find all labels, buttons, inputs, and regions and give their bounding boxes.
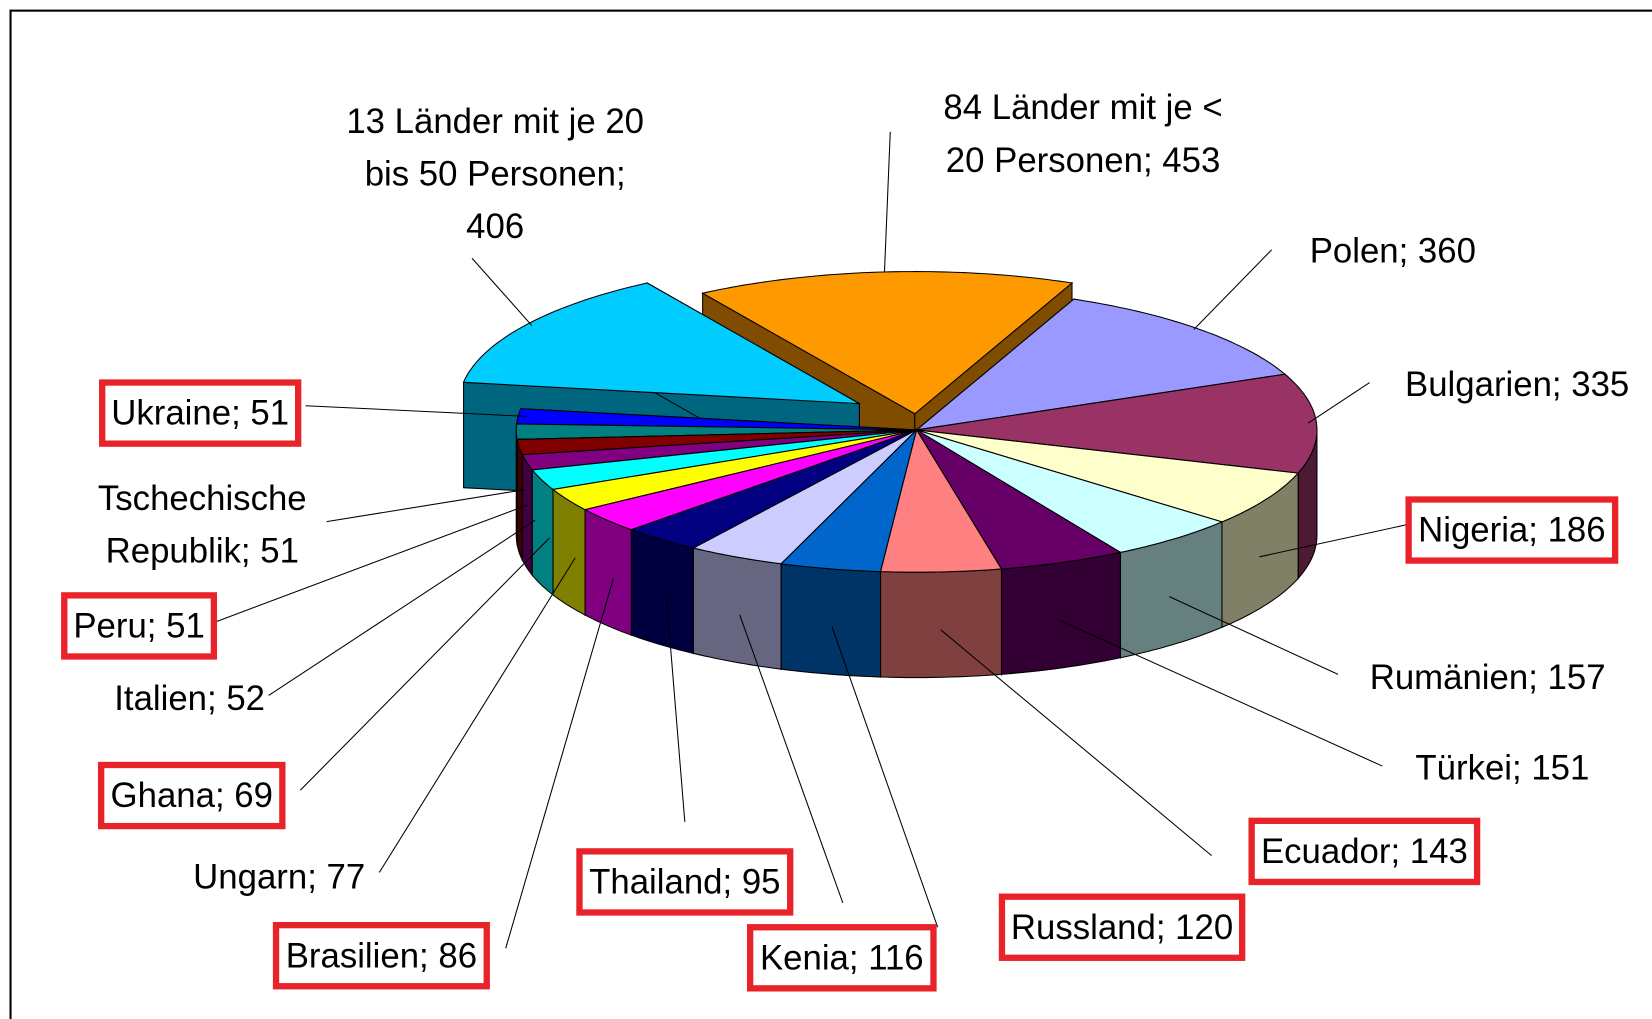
label-wrap: Ecuador; 143: [1196, 757, 1533, 947]
label-wrap: Rumänien; 157: [1324, 583, 1651, 773]
slice-wall: [1000, 551, 1121, 675]
leader-line: [739, 614, 844, 904]
data-label: Italien; 52: [114, 678, 266, 718]
slice: [916, 429, 1122, 570]
leader-line: [665, 597, 686, 822]
data-label: Peru; 51: [60, 592, 218, 660]
leader-line: [940, 629, 1212, 857]
label-wrap: Brasilien; 86: [213, 861, 550, 1019]
label-box: Ghana; 69: [31, 701, 352, 891]
label-wrap: Kenia; 116: [673, 863, 1010, 1019]
leader-line: [378, 557, 576, 873]
slice: [629, 429, 917, 549]
label-wrap: Türkei; 151: [1376, 673, 1629, 863]
slice-wall: [584, 508, 632, 636]
leader-line: [831, 626, 939, 928]
label-wrap: Ungarn; 77: [142, 782, 416, 972]
label-box: Ecuador; 143: [1196, 757, 1533, 947]
label-box: 13 Länder mit je 20 bis 50 Personen; 406: [321, 79, 669, 269]
label-wrap: Polen; 360: [1256, 156, 1530, 346]
label-box: Türkei; 151: [1376, 673, 1629, 863]
label-wrap: Bulgarien; 335: [1359, 290, 1652, 480]
label-wrap: Ghana; 69: [31, 701, 352, 891]
data-label: Kenia; 116: [747, 924, 937, 992]
data-label: 84 Länder mit je < 20 Personen; 453: [943, 87, 1223, 180]
slice-wall: [630, 528, 694, 655]
label-box: Thailand; 95: [532, 787, 838, 977]
label-box: 84 Länder mit je < 20 Personen; 453: [904, 39, 1262, 229]
leader-line: [1059, 619, 1383, 767]
data-label: Ukraine; 51: [98, 379, 302, 447]
slice: [701, 270, 1074, 415]
slice-wall: [780, 563, 882, 678]
slice: [462, 282, 860, 405]
data-label: Ecuador; 143: [1248, 817, 1481, 886]
label-box: Ungarn; 77: [142, 782, 416, 972]
label-box: Kenia; 116: [673, 863, 1010, 1019]
leader-line: [299, 537, 550, 791]
leader-line: [1193, 249, 1273, 330]
data-label: Polen; 360: [1309, 230, 1476, 270]
data-label: Rumänien; 157: [1369, 657, 1606, 697]
label-wrap: Ukraine; 51: [32, 318, 369, 508]
slice: [914, 298, 1287, 431]
label-box: Nigeria; 186: [1349, 435, 1652, 625]
label-box: Russland; 120: [956, 832, 1288, 1019]
leader-line: [326, 489, 525, 523]
leader-line: [883, 131, 891, 273]
data-label: Bulgarien; 335: [1405, 364, 1630, 404]
data-label: 13 Länder mit je 20 bis 50 Personen; 406: [346, 101, 644, 246]
leader-line: [505, 577, 615, 949]
leader-line: [1307, 382, 1370, 424]
slice: [780, 428, 918, 573]
label-box: Ukraine; 51: [32, 318, 369, 508]
data-label: Ghana; 69: [97, 761, 286, 830]
label-wrap: Nigeria; 186: [1349, 435, 1652, 625]
slice: [916, 373, 1318, 474]
leader-line: [305, 405, 527, 417]
leader-line: [1259, 524, 1407, 558]
slice-wall: [880, 568, 1002, 679]
data-label: Ungarn; 77: [193, 856, 366, 896]
leader-line: [268, 519, 536, 696]
slice: [515, 423, 917, 440]
data-label: Türkei; 151: [1415, 748, 1590, 788]
label-wrap: 13 Länder mit je 20 bis 50 Personen; 406: [321, 79, 669, 269]
leader-line: [471, 257, 533, 326]
slice: [879, 428, 1003, 573]
label-wrap: Peru; 51: [2, 531, 276, 721]
slice: [531, 429, 917, 491]
slice: [691, 429, 917, 565]
slice: [916, 429, 1300, 523]
data-label: Thailand; 95: [576, 848, 794, 916]
label-wrap: Italien; 52: [63, 604, 316, 794]
slice-wall: [516, 439, 523, 561]
data-label: Nigeria; 186: [1405, 496, 1619, 564]
slice: [551, 429, 917, 511]
slice: [583, 429, 917, 531]
label-box: Tschechische Republik; 51: [44, 430, 360, 620]
slice-wall: [531, 468, 554, 596]
label-box: Polen; 360: [1256, 156, 1530, 346]
slice: [916, 429, 1224, 553]
slice-wall: [692, 547, 782, 670]
label-wrap: Thailand; 95: [532, 787, 838, 977]
data-label: Russland; 120: [998, 893, 1246, 961]
label-box: Brasilien; 86: [213, 861, 550, 1019]
label-box: Rumänien; 157: [1324, 583, 1651, 773]
leader-line: [215, 504, 528, 623]
label-box: Peru; 51: [2, 531, 276, 721]
label-wrap: 84 Länder mit je < 20 Personen; 453: [904, 39, 1262, 229]
leader-line: [1169, 596, 1339, 675]
label-box: Bulgarien; 335: [1359, 290, 1652, 480]
label-box: Italien; 52: [63, 604, 316, 794]
slice-wall: [552, 488, 586, 616]
data-label: Tschechische Republik; 51: [97, 478, 307, 571]
label-wrap: Russland; 120: [956, 832, 1288, 1019]
label-wrap: Tschechische Republik; 51: [44, 430, 360, 620]
data-label: Brasilien; 86: [273, 921, 490, 990]
